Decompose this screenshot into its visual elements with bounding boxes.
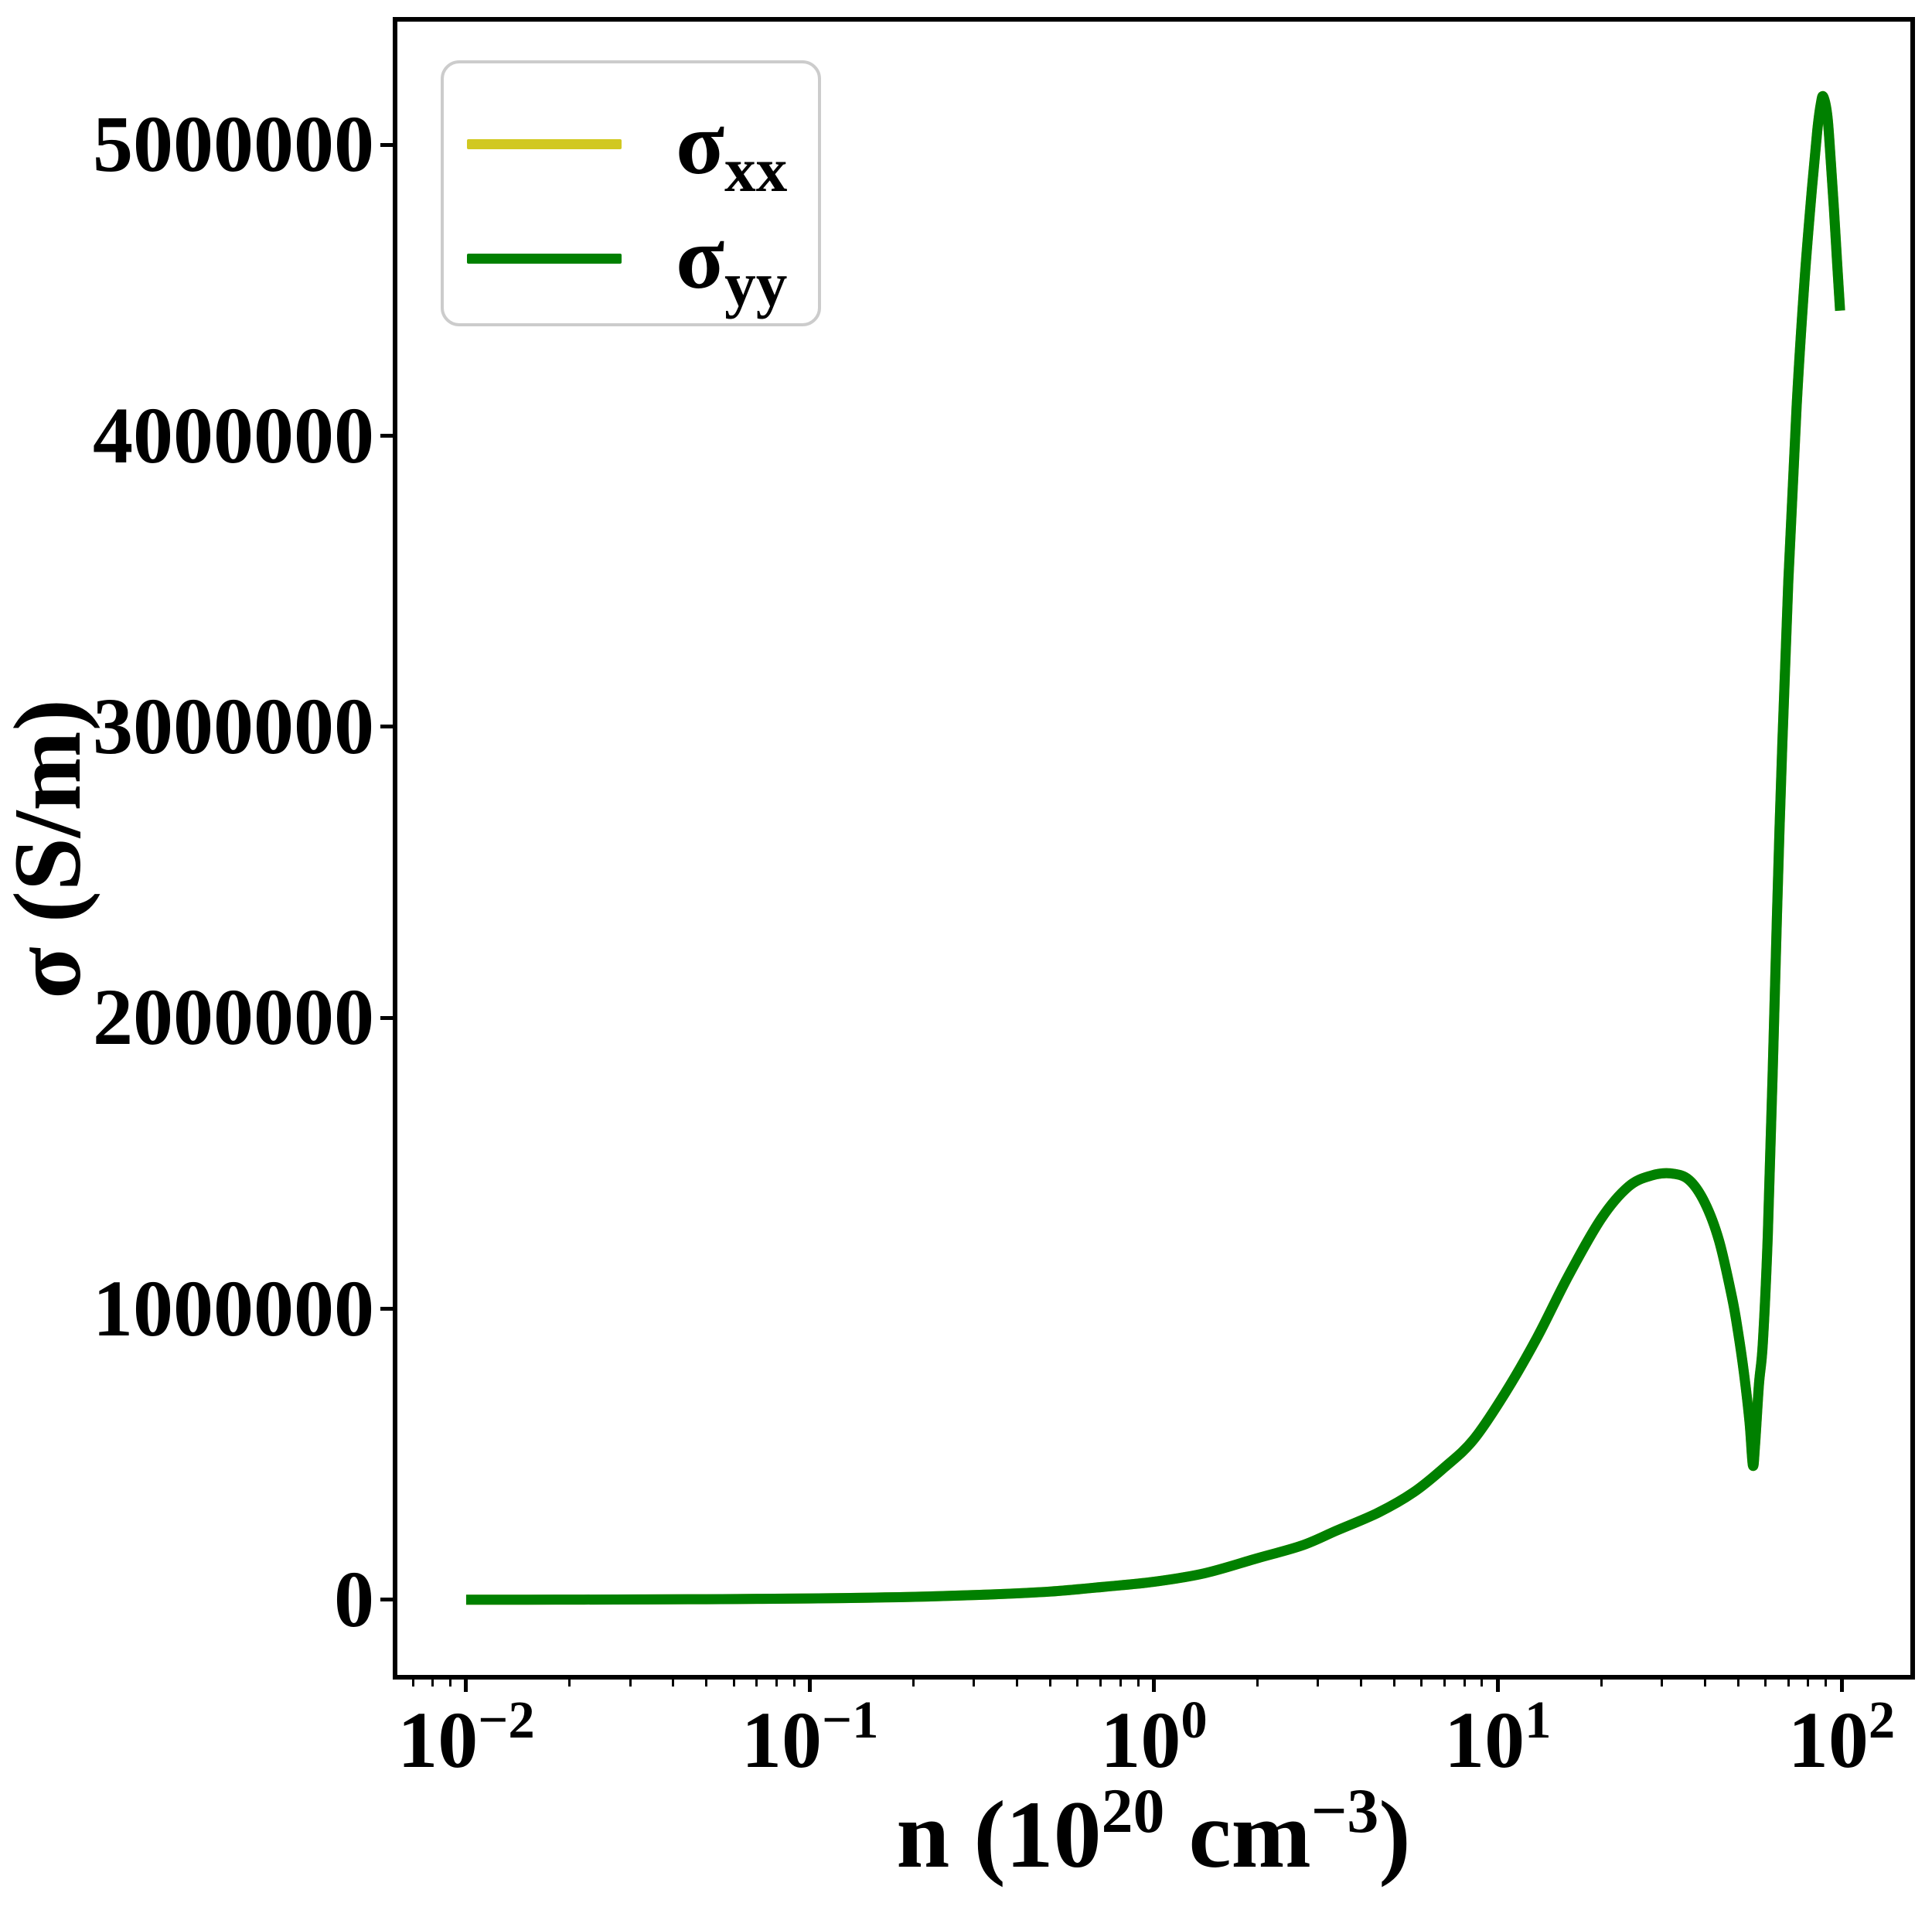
y-tick-label: 0	[334, 1554, 374, 1644]
x-minor-tick	[1420, 1680, 1423, 1687]
x-minor-tick	[912, 1680, 915, 1687]
y-tick-label: 5000000	[93, 100, 374, 189]
x-minor-tick	[792, 1680, 796, 1687]
y-major-tick	[380, 1015, 393, 1020]
x-label-exponent: 20	[1101, 1775, 1165, 1846]
x-minor-tick	[1076, 1680, 1079, 1687]
x-minor-tick	[1703, 1680, 1706, 1687]
x-minor-tick	[1825, 1680, 1828, 1687]
x-minor-tick	[449, 1680, 452, 1687]
x-minor-tick	[1463, 1680, 1466, 1687]
x-minor-tick	[568, 1680, 571, 1687]
legend-item: σyy	[444, 212, 818, 319]
x-minor-tick	[1807, 1680, 1810, 1687]
x-minor-tick	[1016, 1680, 1018, 1687]
x-major-tick	[1839, 1680, 1844, 1692]
x-major-tick	[808, 1680, 813, 1692]
x-major-tick	[1495, 1680, 1500, 1692]
y-tick-label: 1000000	[93, 1264, 374, 1353]
x-minor-tick	[1763, 1680, 1767, 1687]
x-minor-tick	[732, 1680, 735, 1687]
legend-item: σxx	[444, 97, 818, 205]
x-minor-tick	[629, 1680, 632, 1687]
x-label-exponent: −3	[1310, 1775, 1379, 1846]
x-minor-tick	[431, 1680, 434, 1687]
x-minor-tick	[1660, 1680, 1663, 1687]
legend-item-label: σyy	[676, 209, 788, 319]
x-label-text: n (10	[896, 1782, 1102, 1888]
x-minor-tick	[1099, 1680, 1102, 1687]
series-lines	[465, 90, 1845, 1605]
x-minor-tick	[755, 1680, 758, 1687]
x-major-tick	[1152, 1680, 1156, 1692]
y-tick-label: 3000000	[93, 681, 374, 771]
x-label-text: )	[1378, 1782, 1411, 1888]
x-minor-tick	[411, 1680, 414, 1687]
x-minor-tick	[1119, 1680, 1122, 1687]
y-tick-label: 4000000	[93, 391, 374, 480]
y-major-tick	[380, 1307, 393, 1311]
legend-line-sample	[467, 254, 622, 264]
x-minor-tick	[1443, 1680, 1446, 1687]
x-minor-tick	[1049, 1680, 1052, 1687]
x-tick-label: 100	[1100, 1690, 1208, 1785]
x-minor-tick	[973, 1680, 976, 1687]
x-minor-tick	[705, 1680, 708, 1687]
x-minor-tick	[1136, 1680, 1140, 1687]
x-minor-tick	[1317, 1680, 1320, 1687]
y-major-tick	[380, 725, 393, 729]
x-minor-tick	[1392, 1680, 1395, 1687]
x-tick-label: 102	[1787, 1690, 1896, 1785]
y-major-tick	[380, 1598, 393, 1602]
x-tick-label: 10−2	[397, 1690, 535, 1785]
x-tick-label: 101	[1444, 1690, 1552, 1785]
y-tick-label: 2000000	[93, 973, 374, 1062]
x-minor-tick	[1736, 1680, 1739, 1687]
sigma-yy-line	[465, 90, 1845, 1605]
legend: σxx σyy	[441, 60, 821, 326]
y-axis-label: σ (S/m)	[0, 699, 101, 999]
x-tick-label: 10−1	[741, 1690, 879, 1785]
x-minor-tick	[672, 1680, 675, 1687]
legend-item-label: σxx	[676, 94, 788, 205]
x-minor-tick	[1359, 1680, 1362, 1687]
y-major-tick	[380, 434, 393, 438]
x-label-text: cm	[1164, 1782, 1311, 1888]
x-minor-tick	[1787, 1680, 1790, 1687]
x-minor-tick	[775, 1680, 779, 1687]
x-axis-label: n (1020 cm−3)	[844, 1775, 1463, 1896]
x-minor-tick	[1256, 1680, 1259, 1687]
legend-line-sample	[467, 139, 622, 149]
x-major-tick	[464, 1680, 469, 1692]
x-minor-tick	[1481, 1680, 1484, 1687]
y-major-tick	[380, 142, 393, 147]
x-minor-tick	[1600, 1680, 1603, 1687]
